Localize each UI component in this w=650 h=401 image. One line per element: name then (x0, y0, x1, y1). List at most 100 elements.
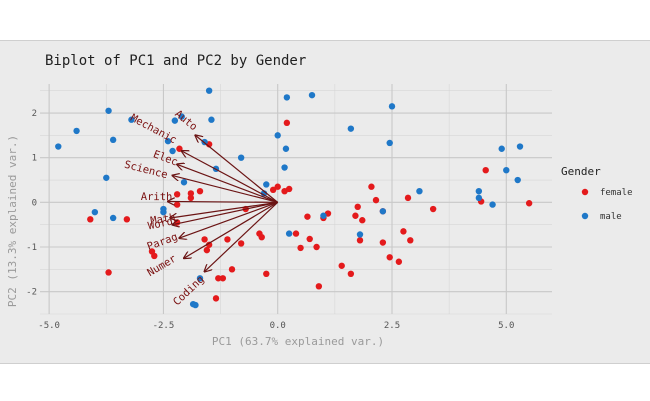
loading-arrows (168, 135, 279, 271)
male-point (285, 230, 293, 237)
female-point (215, 275, 222, 282)
grid-lines (40, 84, 552, 315)
female-point (352, 212, 359, 219)
male-point (489, 201, 496, 208)
female-point (297, 244, 304, 252)
female-point (196, 187, 204, 195)
male-point (356, 231, 364, 238)
female-point (400, 228, 407, 235)
legend-female-swatch (581, 188, 589, 196)
male-point (379, 208, 387, 215)
male-point (103, 174, 110, 181)
male-point (178, 113, 185, 120)
male-point (208, 116, 215, 123)
female-point (338, 262, 345, 269)
chart-title: Biplot of PC1 and PC2 by Gender (45, 53, 306, 69)
male-point (498, 145, 505, 152)
x-tick-label: -2.5 (153, 321, 175, 331)
female-point (368, 183, 375, 190)
data-points (55, 87, 533, 309)
loading-arrow-math (170, 201, 278, 218)
loading-arrow-arith (168, 201, 278, 202)
male-point (514, 176, 521, 184)
female-point (292, 230, 300, 237)
male-point (128, 116, 135, 123)
y-tick-label: 0 (32, 198, 37, 208)
male-point (416, 187, 423, 195)
female-point (176, 145, 183, 152)
male-point (475, 187, 483, 195)
male-point (164, 137, 172, 145)
y-tick-label: -1 (26, 243, 37, 253)
loading-arrow-coding (205, 201, 279, 271)
x-axis-ticks: -5.0 -2.5 0.0 2.5 5.0 (38, 321, 514, 331)
female-point (285, 185, 293, 193)
female-point (201, 236, 208, 243)
chart-panel: Biplot of PC1 and PC2 by Gender -5.0 -2.5… (0, 40, 650, 364)
male-point (109, 136, 117, 144)
y-tick-label: 1 (32, 154, 37, 164)
loading-label-numer: Numer (145, 253, 178, 279)
male-point (388, 103, 396, 110)
male-point (73, 127, 80, 135)
female-point (212, 295, 220, 302)
legend-male-label: male (600, 212, 622, 222)
female-point (219, 275, 227, 282)
y-tick-label: -2 (26, 288, 37, 298)
female-point (359, 217, 366, 224)
legend-male-swatch (581, 212, 589, 220)
loading-arrow-mechanic (182, 151, 278, 203)
female-point (386, 254, 393, 261)
loading-arrow-parag (179, 201, 278, 238)
female-point (87, 216, 94, 223)
female-point (187, 194, 195, 202)
female-point (258, 233, 265, 241)
female-point (105, 269, 112, 276)
loading-arrow-elec (177, 164, 278, 203)
female-point (224, 236, 231, 243)
y-tick-label: 2 (32, 109, 37, 119)
loading-arrow-auto (195, 135, 279, 203)
female-point (274, 183, 281, 190)
x-tick-label: 0.0 (270, 321, 286, 331)
loading-label-parag: Parag (146, 231, 180, 253)
male-point (91, 208, 99, 216)
x-tick-label: 5.0 (498, 321, 514, 331)
male-point (109, 214, 117, 222)
loading-arrow-word (173, 201, 278, 224)
female-point (525, 200, 533, 207)
male-point (237, 154, 245, 161)
female-point (263, 270, 270, 278)
female-point (313, 243, 320, 251)
legend: Gender female male (561, 165, 633, 222)
female-point (429, 205, 437, 213)
female-point (228, 266, 236, 273)
male-point (516, 143, 524, 150)
male-point (192, 301, 199, 309)
male-point (274, 132, 281, 139)
female-point (372, 196, 380, 204)
female-point (395, 258, 403, 265)
x-tick-label: -5.0 (38, 321, 60, 331)
female-point (306, 235, 313, 243)
y-axis-label: PC2 (13.3% explained var.) (6, 135, 19, 307)
male-point (503, 166, 510, 174)
female-point (205, 241, 213, 248)
female-point (482, 166, 489, 174)
y-axis-ticks: -2 -1 0 1 2 (26, 109, 37, 298)
male-point (196, 275, 204, 282)
x-axis-label: PC1 (63.7% explained var.) (212, 335, 384, 348)
female-point (187, 190, 195, 197)
male-point (283, 94, 291, 101)
male-point (205, 87, 213, 94)
female-point (269, 186, 277, 194)
male-point (171, 117, 179, 124)
female-point (173, 191, 181, 198)
male-point (263, 181, 270, 188)
loading-arrow-science (173, 176, 278, 203)
female-point (356, 237, 364, 244)
male-point (475, 194, 483, 202)
female-point (151, 252, 158, 260)
male-point (55, 143, 62, 150)
loading-label-coding: Coding (171, 273, 207, 308)
